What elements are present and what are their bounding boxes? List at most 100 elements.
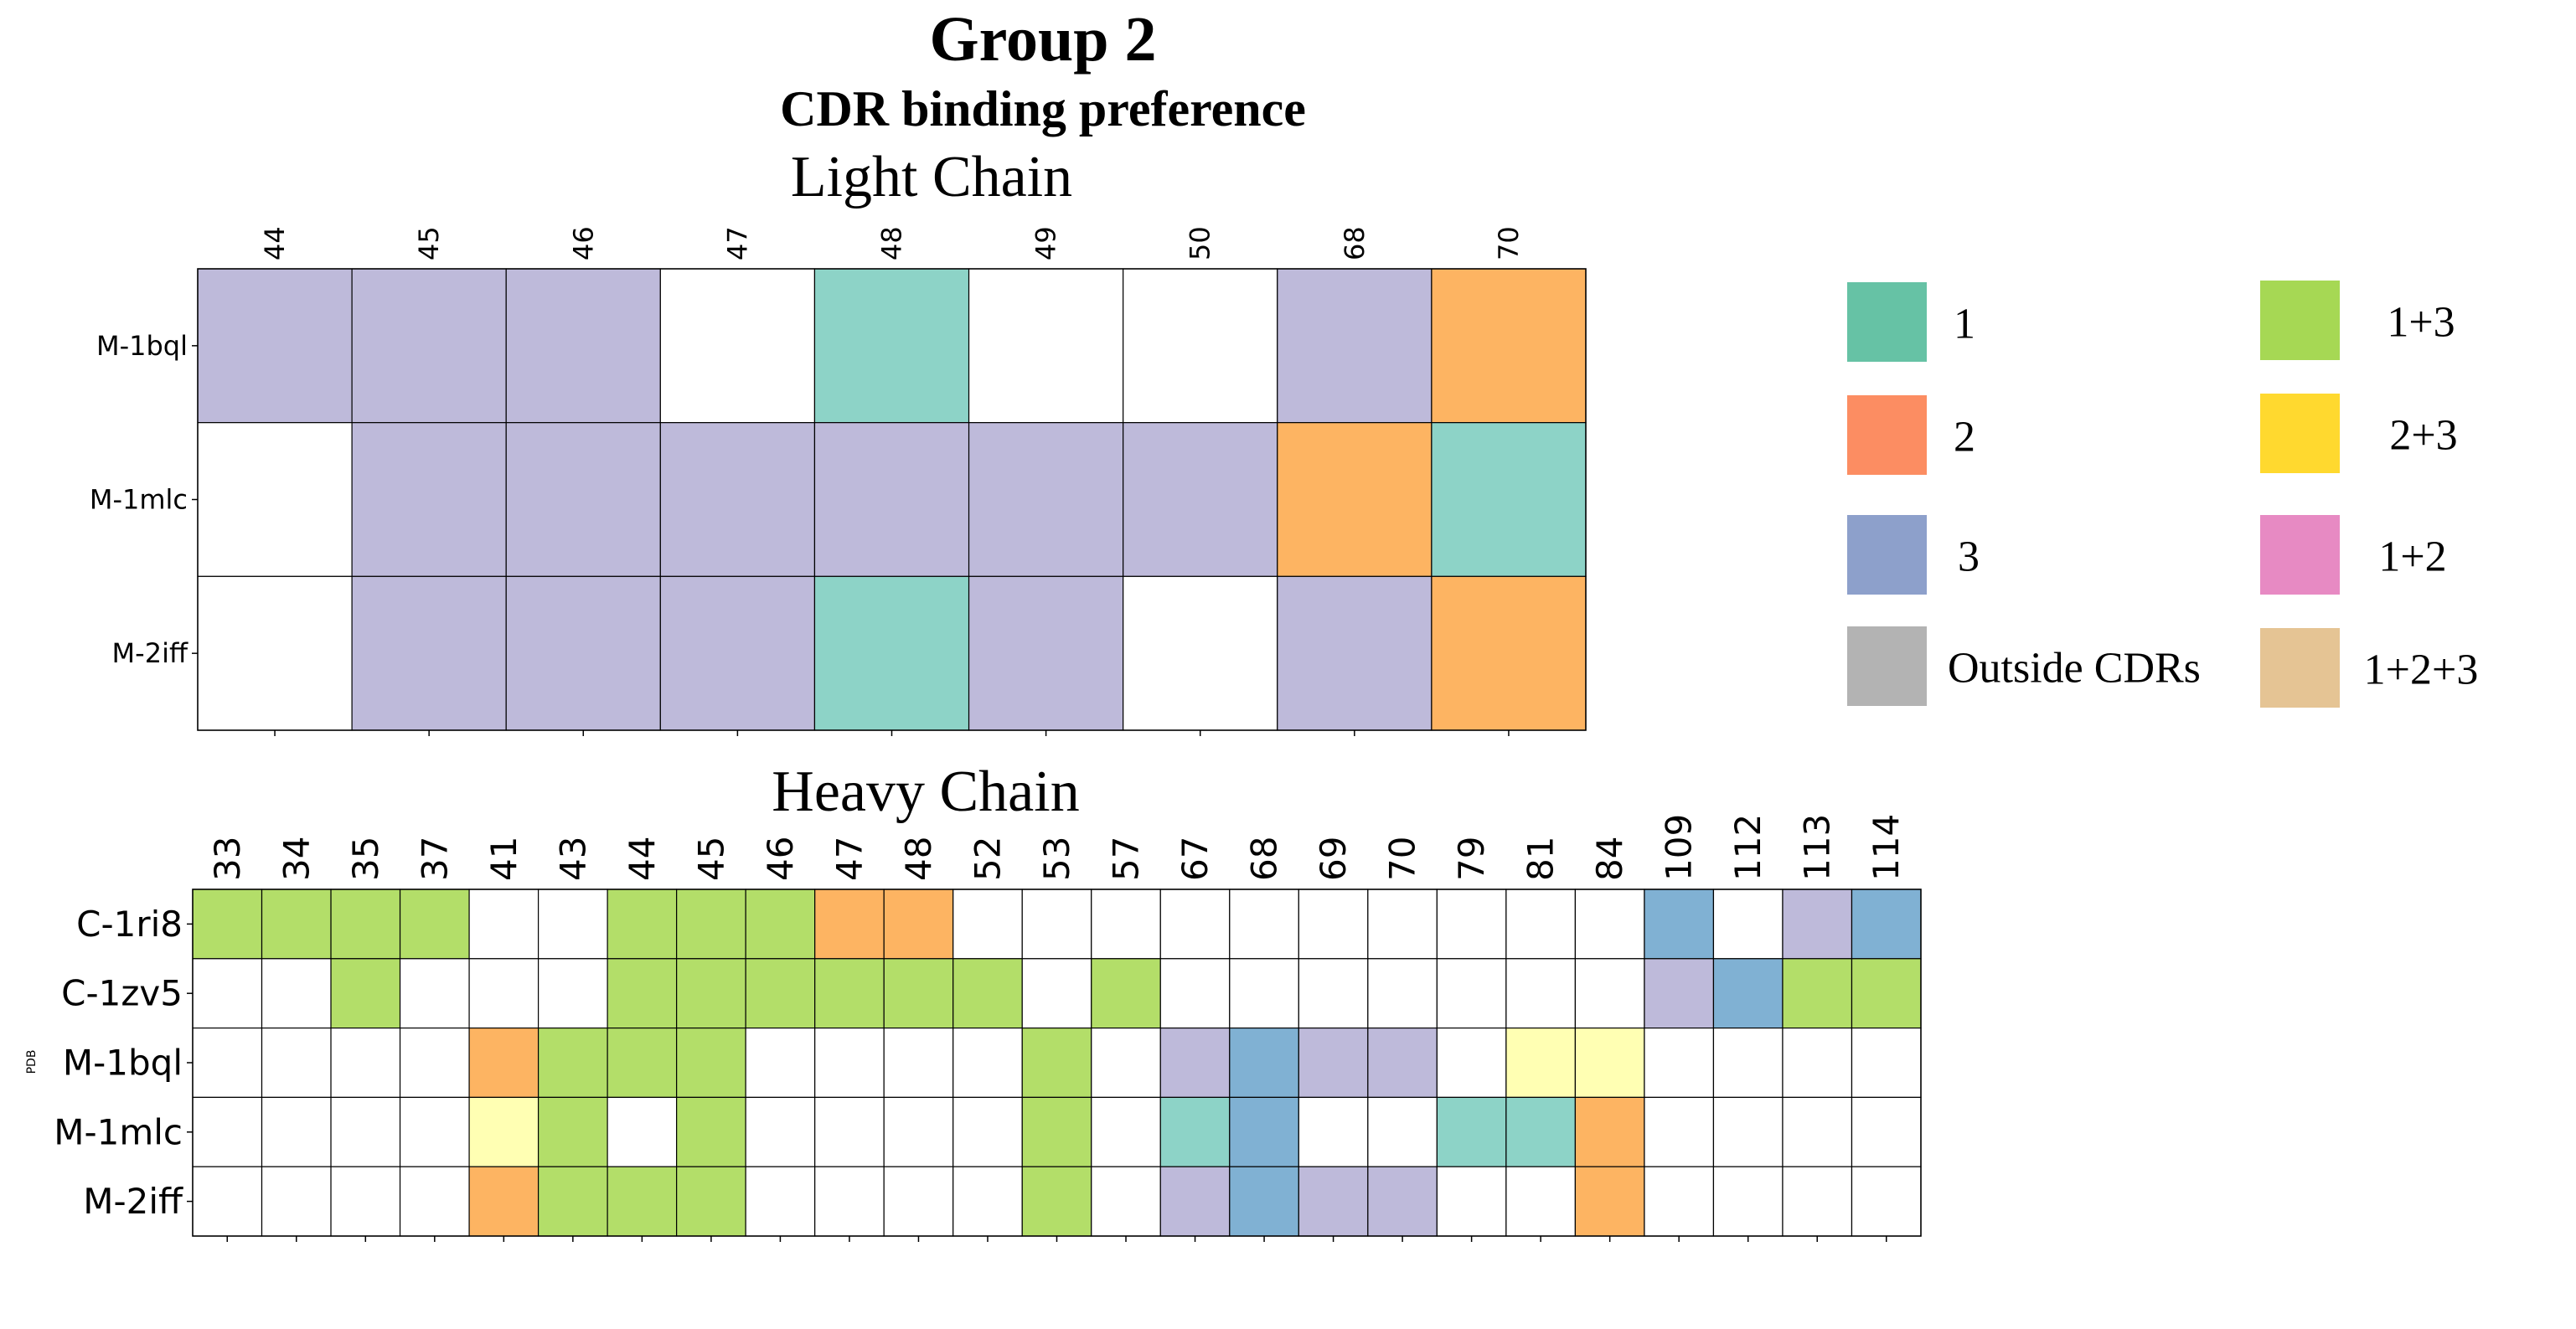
legend-swatch bbox=[1847, 282, 1927, 362]
heavy-chain-cell bbox=[1367, 1166, 1438, 1237]
heavy-chain-cell bbox=[1367, 1027, 1438, 1098]
heavy-chain-column-label: 69 bbox=[1313, 837, 1354, 881]
heavy-chain-cell bbox=[399, 958, 470, 1029]
light-chain-cell bbox=[505, 575, 661, 731]
heavy-chain-cell bbox=[1851, 1027, 1922, 1098]
heavy-chain-column-label: 84 bbox=[1589, 837, 1630, 881]
heavy-chain-cell bbox=[1574, 1096, 1645, 1167]
light-chain-column-label: 68 bbox=[1339, 226, 1371, 260]
heavy-chain-column-label: 47 bbox=[829, 837, 870, 881]
heavy-chain-cell bbox=[676, 889, 746, 960]
heavy-chain-cell bbox=[883, 958, 954, 1029]
figure-subtitle: CDR binding preference bbox=[780, 81, 1306, 137]
heavy-chain-cell bbox=[676, 1096, 746, 1167]
heavy-chain-column-label: 53 bbox=[1036, 837, 1077, 881]
heavy-chain-cell bbox=[1298, 1027, 1369, 1098]
heavy-chain-row-label: M-2iff bbox=[83, 1181, 183, 1222]
heavy-chain-cell bbox=[1367, 889, 1438, 960]
heavy-chain-cell bbox=[607, 1027, 678, 1098]
light-chain-row-label: M-1mlc bbox=[90, 484, 188, 516]
heavy-chain-column-label: 67 bbox=[1174, 837, 1216, 881]
light-chain-cell bbox=[1123, 268, 1278, 424]
light-chain-cell bbox=[659, 422, 816, 577]
heavy-chain-cell bbox=[952, 1166, 1023, 1237]
heavy-chain-cell bbox=[1782, 1166, 1853, 1237]
legend-label: 1 bbox=[1954, 301, 1975, 348]
heavy-chain-cell bbox=[1159, 889, 1231, 960]
heavy-chain-cell bbox=[1229, 958, 1299, 1029]
heavy-chain-cell bbox=[883, 1096, 954, 1167]
heavy-chain-cell bbox=[607, 889, 678, 960]
heavy-chain-cell bbox=[1091, 1096, 1161, 1167]
heavy-chain-cell bbox=[468, 1096, 539, 1167]
heavy-chain-column-label: 114 bbox=[1866, 814, 1907, 881]
heavy-chain-cell bbox=[1782, 1027, 1853, 1098]
light-chain-cell bbox=[659, 575, 816, 731]
heavy-chain-title: Heavy Chain bbox=[772, 760, 1079, 824]
heavy-chain-cell bbox=[1229, 1166, 1299, 1237]
heavy-chain-cell bbox=[745, 1096, 816, 1167]
light-chain-column-label: 48 bbox=[876, 226, 908, 260]
heavy-chain-cell bbox=[676, 1166, 746, 1237]
heavy-chain-cell bbox=[1644, 1166, 1715, 1237]
heavy-chain-cell bbox=[676, 1027, 746, 1098]
heavy-chain-cell bbox=[676, 958, 746, 1029]
heavy-chain-cell bbox=[192, 1096, 263, 1167]
heavy-chain-cell bbox=[537, 1027, 608, 1098]
light-chain-column-labels: 44 45 46 47 48 49 50 68 70 bbox=[259, 226, 1525, 736]
light-chain-cell bbox=[1123, 575, 1278, 731]
light-chain-cell bbox=[351, 268, 507, 424]
legend-label: 3 bbox=[1958, 533, 1980, 581]
heavy-chain-cell bbox=[1712, 1096, 1784, 1167]
light-chain-column-label: 44 bbox=[259, 226, 291, 260]
heavy-chain-cell bbox=[952, 958, 1023, 1029]
heavy-chain-cell bbox=[468, 1166, 539, 1237]
light-chain-cell bbox=[197, 422, 353, 577]
heavy-chain-cell bbox=[1298, 958, 1369, 1029]
heavy-chain-cell bbox=[192, 1027, 263, 1098]
heavy-chain-cell bbox=[330, 958, 401, 1029]
heavy-chain-column-label: 48 bbox=[898, 837, 939, 881]
heavy-chain-cell bbox=[261, 1027, 332, 1098]
heavy-chain-cell bbox=[1712, 1166, 1784, 1237]
light-chain-cell bbox=[659, 268, 816, 424]
light-chain-row-labels: M-1bql M-1mlc M-2iff bbox=[90, 330, 198, 669]
heavy-chain-cell bbox=[1091, 1166, 1161, 1237]
heavy-chain-cell bbox=[399, 1166, 470, 1237]
heavy-chain-column-label: 35 bbox=[345, 837, 386, 881]
heavy-chain-cell bbox=[1851, 1166, 1922, 1237]
legend-swatch bbox=[1847, 626, 1927, 706]
heavy-chain-cell bbox=[1712, 958, 1784, 1029]
heavy-chain-cell bbox=[1505, 1096, 1577, 1167]
light-chain-cell bbox=[1277, 422, 1433, 577]
heavy-chain-cell bbox=[1159, 958, 1231, 1029]
heavy-chain-cell bbox=[952, 889, 1023, 960]
heavy-chain-cell bbox=[537, 889, 608, 960]
heavy-chain-cell bbox=[1851, 958, 1922, 1029]
light-chain-cell bbox=[505, 268, 661, 424]
heavy-chain-cell bbox=[1436, 1027, 1507, 1098]
heavy-chain-cell bbox=[330, 1027, 401, 1098]
heavy-chain-row-label: M-1mlc bbox=[54, 1111, 183, 1152]
heavy-chain-cell bbox=[607, 1166, 678, 1237]
legend-swatch bbox=[2260, 394, 2340, 473]
heavy-chain-cell bbox=[1574, 1166, 1645, 1237]
heavy-chain-cell bbox=[1644, 889, 1715, 960]
light-chain-cell bbox=[351, 422, 507, 577]
light-chain-cell bbox=[1431, 575, 1587, 731]
heavy-chain-cell bbox=[399, 1027, 470, 1098]
heavy-chain-row-label: C-1zv5 bbox=[61, 973, 183, 1014]
heavy-chain-cell bbox=[1505, 1166, 1577, 1237]
light-chain-row-label: M-2iff bbox=[112, 637, 188, 669]
legend-label: Outside CDRs bbox=[1948, 645, 2201, 693]
heavy-chain-cell bbox=[1851, 1096, 1922, 1167]
heavy-chain-cell bbox=[1021, 1027, 1092, 1098]
heavy-chain-cell bbox=[814, 1096, 885, 1167]
heavy-chain-column-label: 70 bbox=[1382, 837, 1423, 881]
light-chain-cell bbox=[505, 422, 661, 577]
heavy-chain-cell bbox=[1505, 889, 1577, 960]
heavy-chain-cell bbox=[1712, 889, 1784, 960]
heavy-chain-cell bbox=[261, 1096, 332, 1167]
light-chain-cell bbox=[197, 268, 353, 424]
light-chain-cell bbox=[1123, 422, 1278, 577]
